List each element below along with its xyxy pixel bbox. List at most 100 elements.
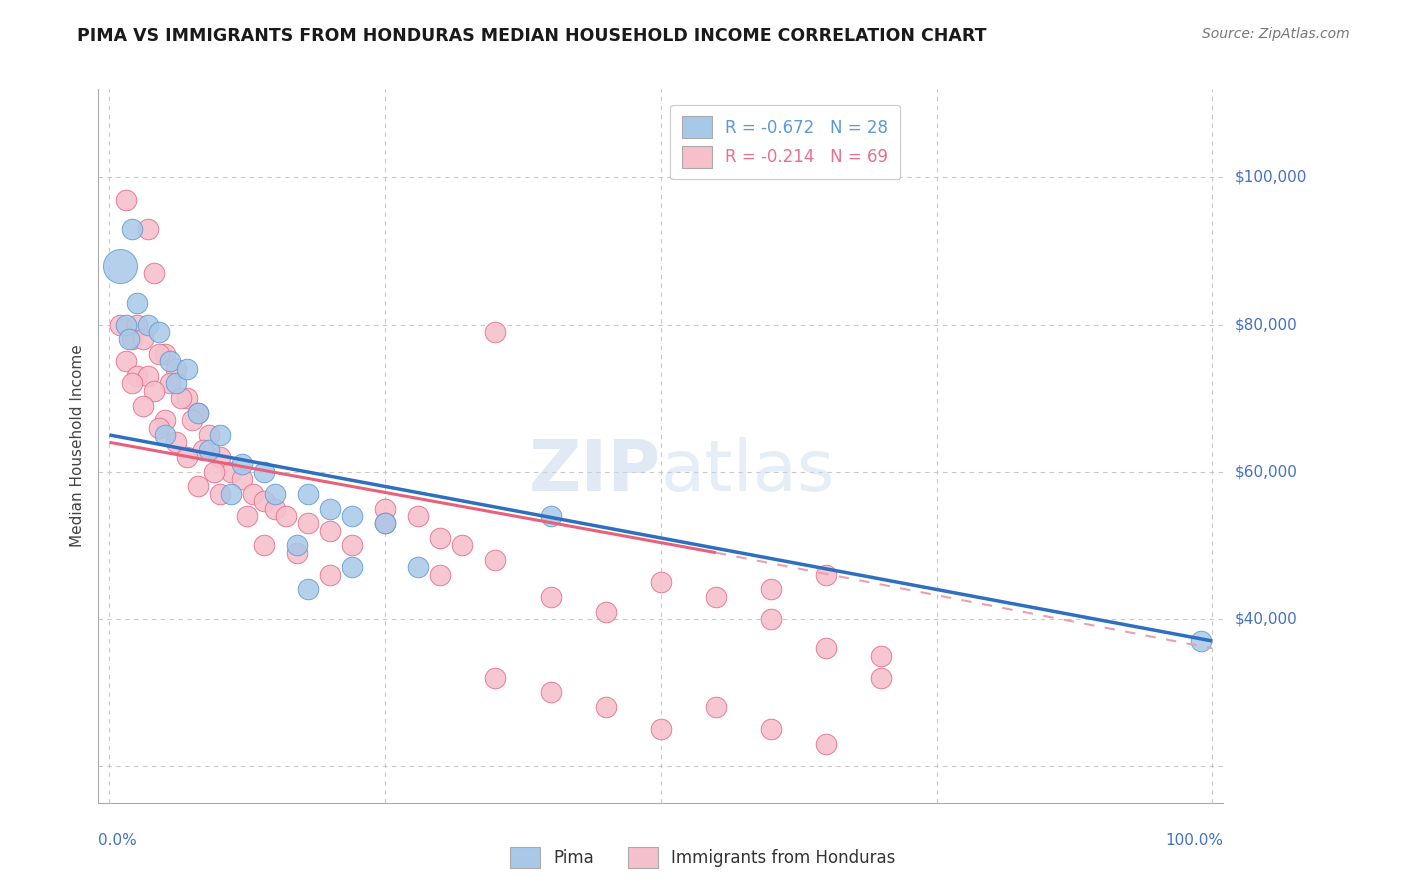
Point xyxy=(319,524,342,538)
Point xyxy=(187,406,209,420)
Point xyxy=(253,465,276,479)
Text: $100,000: $100,000 xyxy=(1234,170,1306,185)
Point xyxy=(219,465,242,479)
Point xyxy=(374,516,396,531)
Point xyxy=(202,465,225,479)
Point xyxy=(121,222,143,236)
Point xyxy=(197,428,219,442)
Point xyxy=(406,560,429,574)
Point xyxy=(115,354,138,368)
Point xyxy=(484,553,506,567)
Point xyxy=(815,567,838,582)
Point xyxy=(253,494,276,508)
Point xyxy=(125,295,148,310)
Point xyxy=(429,567,451,582)
Point xyxy=(110,318,132,332)
Point xyxy=(165,376,187,391)
Point xyxy=(285,538,308,552)
Point xyxy=(406,508,429,523)
Point xyxy=(263,501,285,516)
Point xyxy=(136,222,159,236)
Point xyxy=(815,641,838,656)
Point xyxy=(121,332,143,346)
Point xyxy=(1189,634,1212,648)
Point xyxy=(650,575,672,590)
Legend: R = -0.672   N = 28, R = -0.214   N = 69: R = -0.672 N = 28, R = -0.214 N = 69 xyxy=(671,104,900,179)
Point xyxy=(159,376,181,391)
Point xyxy=(153,428,176,442)
Point xyxy=(165,435,187,450)
Text: $80,000: $80,000 xyxy=(1234,318,1298,332)
Point xyxy=(340,508,363,523)
Point xyxy=(193,442,215,457)
Text: 0.0%: 0.0% xyxy=(98,833,138,848)
Point xyxy=(374,501,396,516)
Point xyxy=(181,413,204,427)
Point xyxy=(121,376,143,391)
Point xyxy=(125,318,148,332)
Point xyxy=(187,406,209,420)
Text: $60,000: $60,000 xyxy=(1234,464,1298,479)
Point xyxy=(208,428,231,442)
Point xyxy=(870,648,893,663)
Point xyxy=(153,347,176,361)
Point xyxy=(274,508,297,523)
Point xyxy=(131,399,153,413)
Point xyxy=(319,567,342,582)
Point xyxy=(540,508,562,523)
Text: 100.0%: 100.0% xyxy=(1166,833,1223,848)
Point xyxy=(159,354,181,368)
Point xyxy=(208,450,231,464)
Point xyxy=(115,318,138,332)
Point xyxy=(176,361,198,376)
Point xyxy=(595,700,617,714)
Point xyxy=(319,501,342,516)
Point xyxy=(118,332,141,346)
Point xyxy=(110,259,132,273)
Point xyxy=(253,538,276,552)
Point xyxy=(131,332,153,346)
Point xyxy=(231,458,253,472)
Point xyxy=(540,685,562,699)
Point xyxy=(231,472,253,486)
Text: Source: ZipAtlas.com: Source: ZipAtlas.com xyxy=(1202,27,1350,41)
Point xyxy=(208,487,231,501)
Point xyxy=(484,671,506,685)
Point xyxy=(219,487,242,501)
Point xyxy=(650,723,672,737)
Text: $40,000: $40,000 xyxy=(1234,611,1298,626)
Point xyxy=(125,369,148,384)
Text: atlas: atlas xyxy=(661,437,835,507)
Point xyxy=(451,538,474,552)
Point xyxy=(187,479,209,493)
Point xyxy=(170,391,193,405)
Point xyxy=(136,318,159,332)
Point xyxy=(429,531,451,545)
Point xyxy=(759,723,782,737)
Point xyxy=(297,582,319,597)
Point xyxy=(142,266,165,280)
Point xyxy=(595,605,617,619)
Point xyxy=(148,347,170,361)
Point xyxy=(704,700,727,714)
Point xyxy=(176,450,198,464)
Point xyxy=(340,560,363,574)
Legend: Pima, Immigrants from Honduras: Pima, Immigrants from Honduras xyxy=(503,840,903,875)
Point xyxy=(176,391,198,405)
Point xyxy=(165,361,187,376)
Point xyxy=(242,487,264,501)
Point xyxy=(815,737,838,751)
Point xyxy=(340,538,363,552)
Point xyxy=(115,193,138,207)
Point xyxy=(236,508,259,523)
Point xyxy=(484,325,506,339)
Point xyxy=(297,516,319,531)
Y-axis label: Median Household Income: Median Household Income xyxy=(69,344,84,548)
Point xyxy=(263,487,285,501)
Point xyxy=(136,369,159,384)
Point xyxy=(759,582,782,597)
Point xyxy=(148,325,170,339)
Point xyxy=(285,546,308,560)
Point xyxy=(540,590,562,604)
Text: PIMA VS IMMIGRANTS FROM HONDURAS MEDIAN HOUSEHOLD INCOME CORRELATION CHART: PIMA VS IMMIGRANTS FROM HONDURAS MEDIAN … xyxy=(77,27,987,45)
